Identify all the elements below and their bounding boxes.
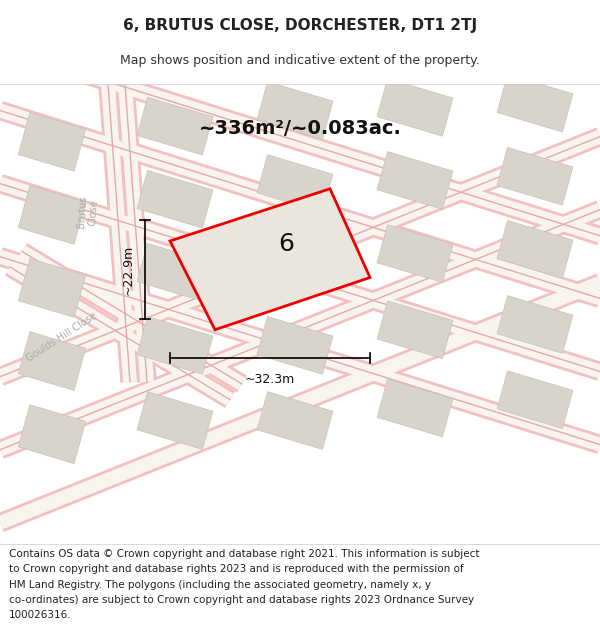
Polygon shape — [377, 301, 453, 359]
Text: ~22.9m: ~22.9m — [122, 244, 135, 295]
Polygon shape — [19, 332, 86, 391]
Text: ~336m²/~0.083ac.: ~336m²/~0.083ac. — [199, 119, 401, 138]
Polygon shape — [19, 186, 86, 244]
Text: Contains OS data © Crown copyright and database right 2021. This information is : Contains OS data © Crown copyright and d… — [9, 549, 479, 559]
Polygon shape — [377, 79, 453, 136]
Text: 6, BRUTUS CLOSE, DORCHESTER, DT1 2TJ: 6, BRUTUS CLOSE, DORCHESTER, DT1 2TJ — [123, 18, 477, 32]
Polygon shape — [377, 224, 453, 282]
Polygon shape — [257, 82, 333, 139]
Polygon shape — [497, 221, 573, 278]
Text: Map shows position and indicative extent of the property.: Map shows position and indicative extent… — [120, 54, 480, 68]
Polygon shape — [137, 98, 213, 155]
Polygon shape — [497, 148, 573, 205]
Polygon shape — [377, 379, 453, 437]
Polygon shape — [19, 112, 86, 171]
Text: co-ordinates) are subject to Crown copyright and database rights 2023 Ordnance S: co-ordinates) are subject to Crown copyr… — [9, 594, 474, 604]
Text: ~32.3m: ~32.3m — [245, 372, 295, 386]
Polygon shape — [170, 189, 370, 330]
Text: Brutus
Close: Brutus Close — [76, 195, 100, 229]
Polygon shape — [497, 296, 573, 353]
Polygon shape — [137, 392, 213, 449]
Polygon shape — [257, 392, 333, 449]
Polygon shape — [377, 152, 453, 209]
Polygon shape — [257, 316, 333, 374]
Text: HM Land Registry. The polygons (including the associated geometry, namely x, y: HM Land Registry. The polygons (includin… — [9, 579, 431, 589]
Polygon shape — [19, 405, 86, 464]
Polygon shape — [137, 171, 213, 228]
Polygon shape — [137, 316, 213, 374]
Polygon shape — [19, 259, 86, 318]
Text: to Crown copyright and database rights 2023 and is reproduced with the permissio: to Crown copyright and database rights 2… — [9, 564, 464, 574]
Polygon shape — [497, 74, 573, 132]
Polygon shape — [137, 244, 213, 301]
Text: 6: 6 — [278, 232, 294, 256]
Text: Goulds Hill Close: Goulds Hill Close — [25, 311, 99, 364]
Text: 100026316.: 100026316. — [9, 609, 71, 619]
Polygon shape — [497, 371, 573, 429]
Polygon shape — [257, 155, 333, 212]
